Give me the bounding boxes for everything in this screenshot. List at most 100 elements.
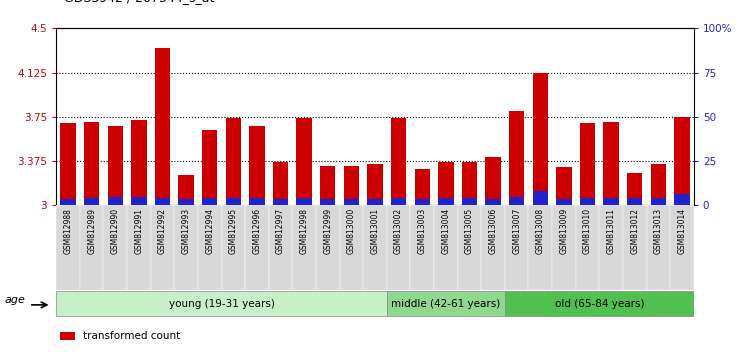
Bar [344, 199, 359, 205]
Bar [368, 199, 382, 205]
Bar [154, 198, 170, 205]
Bar [556, 167, 572, 205]
Bar [604, 122, 619, 205]
Bar [391, 198, 406, 205]
Text: GSM812998: GSM812998 [300, 208, 309, 254]
FancyBboxPatch shape [56, 205, 80, 290]
Bar [107, 197, 123, 205]
Bar [202, 198, 217, 205]
Text: GSM813003: GSM813003 [418, 208, 427, 254]
Text: GSM813012: GSM813012 [630, 208, 639, 254]
Bar [509, 197, 524, 205]
Bar [415, 169, 430, 205]
Text: young (19-31 years): young (19-31 years) [169, 298, 274, 309]
Bar [131, 120, 146, 205]
Text: age: age [4, 295, 25, 304]
Text: GSM812994: GSM812994 [206, 208, 214, 254]
Bar [226, 198, 241, 205]
Bar [509, 111, 524, 205]
Text: GSM813009: GSM813009 [560, 208, 568, 254]
FancyBboxPatch shape [363, 205, 387, 290]
Text: GSM812993: GSM812993 [182, 208, 190, 254]
Text: GSM813006: GSM813006 [488, 208, 497, 254]
Text: GSM812988: GSM812988 [64, 208, 73, 254]
FancyBboxPatch shape [127, 205, 151, 290]
Text: middle (42-61 years): middle (42-61 years) [392, 298, 500, 309]
Text: GSM813007: GSM813007 [512, 208, 521, 254]
Bar [462, 162, 477, 205]
Text: GSM813002: GSM813002 [394, 208, 403, 254]
Bar [84, 121, 99, 205]
Bar [249, 198, 265, 205]
Bar [627, 198, 643, 205]
Text: transformed count: transformed count [83, 331, 180, 341]
Bar [131, 197, 146, 205]
Bar [485, 157, 501, 205]
Bar [320, 199, 335, 205]
Bar [178, 199, 194, 205]
Text: GSM812991: GSM812991 [134, 208, 143, 254]
FancyBboxPatch shape [151, 205, 174, 290]
FancyBboxPatch shape [104, 205, 127, 290]
Bar [627, 173, 643, 205]
Bar [391, 118, 406, 205]
Text: GSM812990: GSM812990 [111, 208, 120, 254]
FancyBboxPatch shape [268, 205, 292, 290]
Bar [344, 166, 359, 205]
Text: GSM813014: GSM813014 [677, 208, 686, 254]
Bar [61, 199, 76, 205]
Bar [532, 191, 548, 205]
FancyBboxPatch shape [529, 205, 552, 290]
FancyBboxPatch shape [387, 205, 410, 290]
Bar [273, 199, 288, 205]
FancyBboxPatch shape [646, 205, 670, 290]
FancyBboxPatch shape [505, 291, 694, 316]
Bar [485, 199, 501, 205]
Bar [556, 199, 572, 205]
Bar [580, 123, 596, 205]
FancyBboxPatch shape [316, 205, 340, 290]
Bar [462, 198, 477, 205]
Text: GSM812989: GSM812989 [87, 208, 96, 254]
Bar [320, 166, 335, 205]
Text: GSM813013: GSM813013 [654, 208, 663, 254]
FancyBboxPatch shape [623, 205, 646, 290]
FancyBboxPatch shape [292, 205, 316, 290]
FancyBboxPatch shape [599, 205, 623, 290]
Bar [532, 73, 548, 205]
Bar [674, 117, 689, 205]
Bar [107, 126, 123, 205]
Bar [61, 123, 76, 205]
Text: GSM812996: GSM812996 [253, 208, 262, 254]
FancyBboxPatch shape [552, 205, 576, 290]
Text: old (65-84 years): old (65-84 years) [554, 298, 644, 309]
FancyBboxPatch shape [670, 205, 694, 290]
Text: GSM812999: GSM812999 [323, 208, 332, 254]
Text: GSM813000: GSM813000 [347, 208, 356, 254]
FancyBboxPatch shape [458, 205, 482, 290]
FancyBboxPatch shape [505, 205, 529, 290]
Bar [296, 198, 312, 205]
FancyBboxPatch shape [80, 205, 104, 290]
Text: GSM812995: GSM812995 [229, 208, 238, 254]
Bar [273, 162, 288, 205]
FancyBboxPatch shape [387, 291, 505, 316]
Bar [651, 198, 666, 205]
FancyBboxPatch shape [174, 205, 198, 290]
Bar [438, 162, 454, 205]
FancyBboxPatch shape [221, 205, 245, 290]
FancyBboxPatch shape [482, 205, 505, 290]
Bar [296, 118, 312, 205]
Bar [202, 130, 217, 205]
Text: GSM813005: GSM813005 [465, 208, 474, 254]
Text: GSM813001: GSM813001 [370, 208, 380, 254]
Bar [226, 118, 241, 205]
Bar [154, 48, 170, 205]
Bar [674, 194, 689, 205]
Text: GSM812992: GSM812992 [158, 208, 167, 254]
Bar [178, 175, 194, 205]
Text: GSM813011: GSM813011 [607, 208, 616, 254]
FancyBboxPatch shape [245, 205, 268, 290]
Bar [438, 198, 454, 205]
Bar [249, 126, 265, 205]
